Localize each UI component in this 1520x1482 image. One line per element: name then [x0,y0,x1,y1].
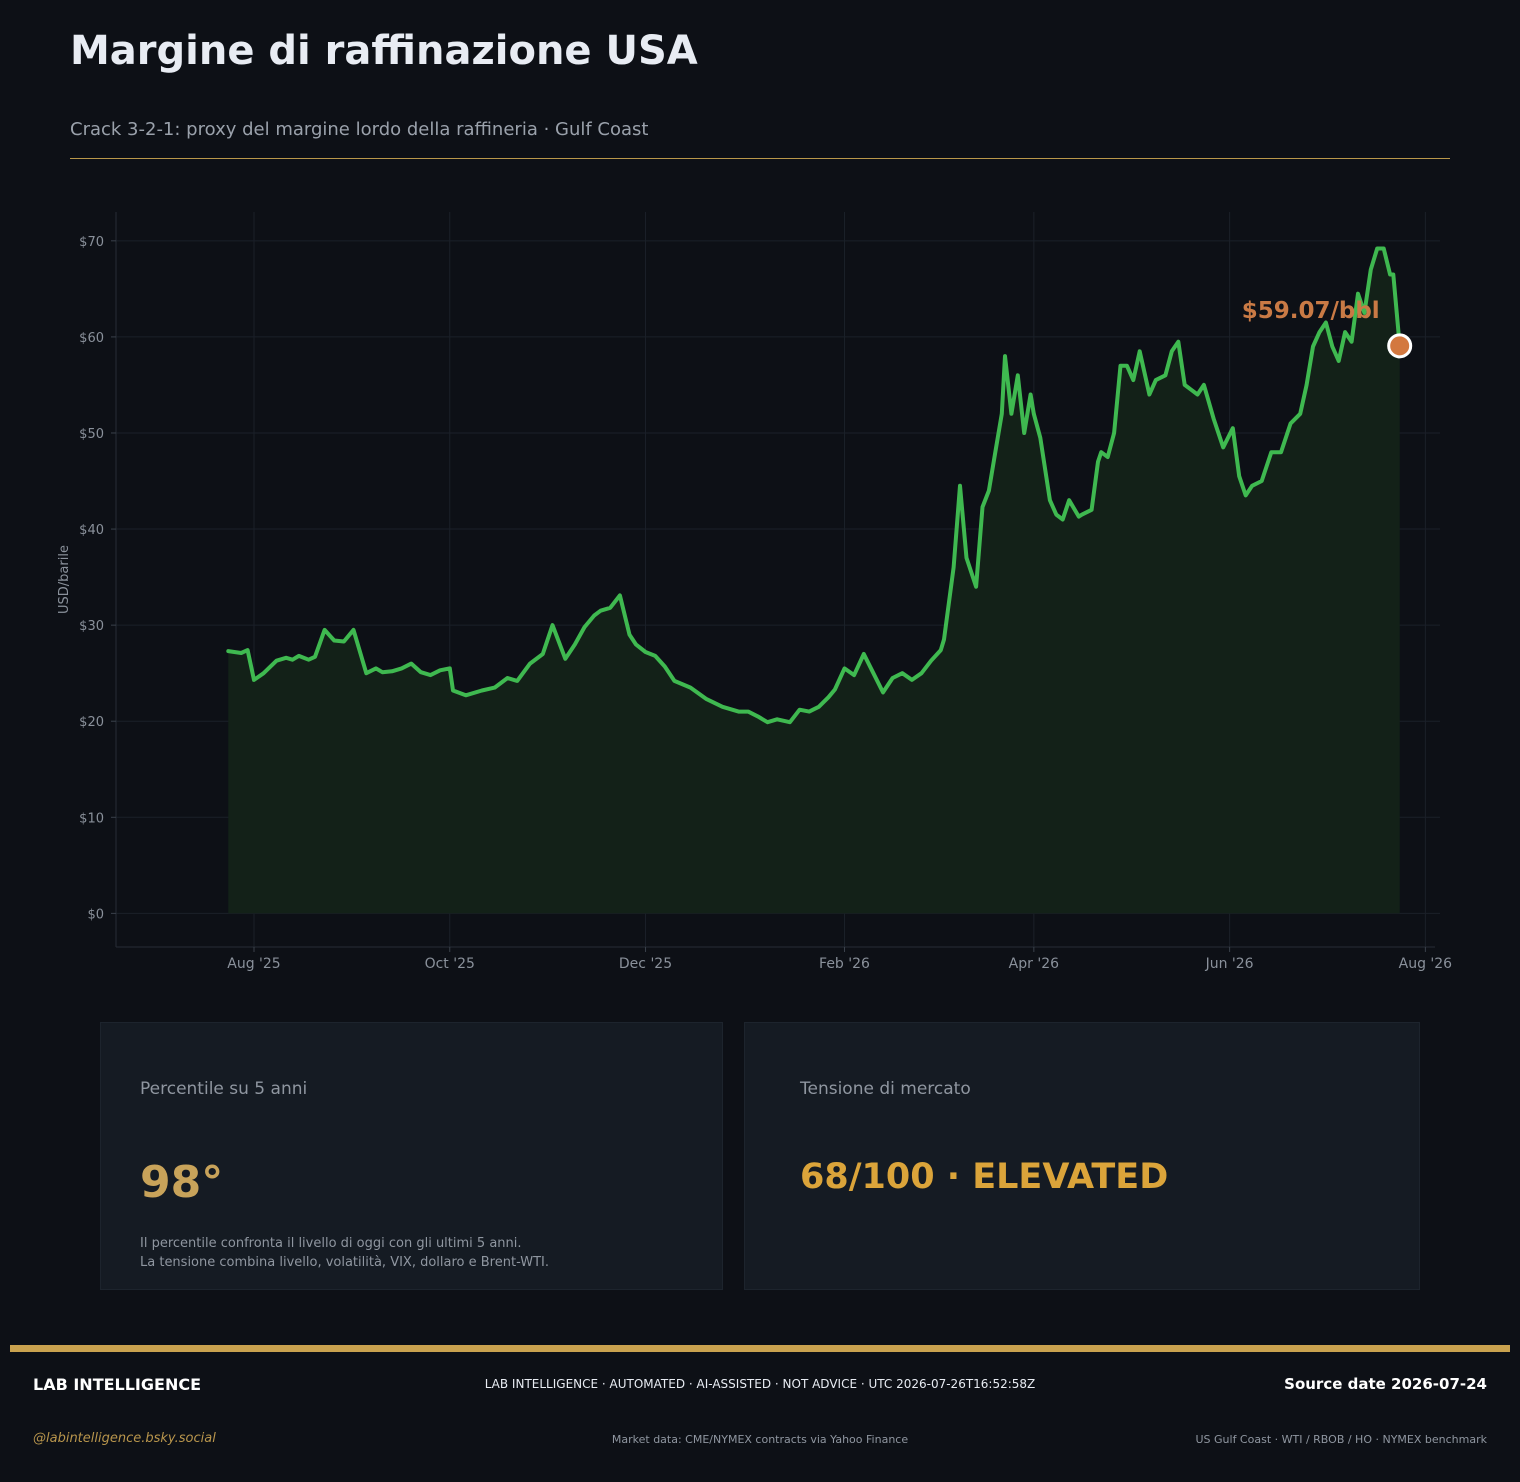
y-tick-label: $30 [79,619,104,634]
series-line [226,246,1402,725]
percentile-value: 98° [140,1157,224,1208]
x-tick-label: Feb '26 [819,956,870,972]
page-subtitle: Crack 3-2-1: proxy del margine lordo del… [70,119,649,140]
y-tick-label: $10 [79,811,104,826]
x-tick-label: Apr '26 [1009,956,1059,972]
x-tick-label: Aug '25 [227,956,280,972]
x-tick-label: Oct '25 [425,956,475,972]
percentile-label: Percentile su 5 anni [140,1079,308,1099]
footer-social-handle[interactable]: @labintelligence.bsky.social [33,1431,216,1446]
y-tick-label: $40 [79,523,104,538]
last-value-marker [1387,333,1413,359]
y-axis-label: USD/barile [57,545,72,614]
footer-brand: LAB INTELLIGENCE [33,1375,201,1394]
percentile-note: Il percentile confronta il livello di og… [140,1236,522,1251]
x-tick-label: Aug '26 [1399,956,1453,972]
y-tick-label: $0 [87,907,104,922]
chart-area-layer [228,248,1400,914]
chart-line-layer [226,246,1402,725]
margin-chart: $0 $10 $20 $30 $40 $50 $60 $70 Aug '25 Oct '25 De… [57,212,1452,972]
y-tick-label: $60 [79,331,104,346]
chart-frame [111,212,1435,952]
percentile-card: Percentile su 5 anni 98° Il percentile c… [100,1022,723,1290]
x-tick-label: Dec '25 [619,956,672,972]
page-title: Margine di raffinazione USA [70,28,698,74]
x-tick-labels: Aug '25 Oct '25 Dec '25 Feb '26 Apr '26 Jun '… [227,956,1452,972]
series-area [228,248,1400,914]
y-tick-label: $50 [79,427,104,442]
x-tick-label: Jun '26 [1205,956,1254,972]
tension-value: 68/100 · ELEVATED [800,1157,1169,1197]
market-tension-card: Tensione di mercato 68/100 · ELEVATED [744,1022,1420,1290]
footer-market-data: Market data: CME/NYMEX contracts via Yah… [611,1433,909,1446]
footer-disclaimer: LAB INTELLIGENCE · AUTOMATED · AI-ASSIST… [484,1377,1036,1391]
y-tick-labels: $0 $10 $20 $30 $40 $50 $60 $70 [79,235,104,923]
last-value-label: $59.07/bbl [1242,298,1380,324]
tension-note: La tensione combina livello, volatilità,… [140,1255,549,1270]
footer-divider [10,1345,1510,1352]
footer-benchmark: US Gulf Coast · WTI / RBOB / HO · NYMEX … [1195,1433,1487,1446]
footer-source-date: Source date 2026-07-24 [1284,1375,1487,1393]
y-tick-label: $70 [79,235,104,250]
header-divider [70,158,1450,159]
tension-label: Tensione di mercato [800,1079,971,1099]
y-tick-label: $20 [79,715,104,730]
